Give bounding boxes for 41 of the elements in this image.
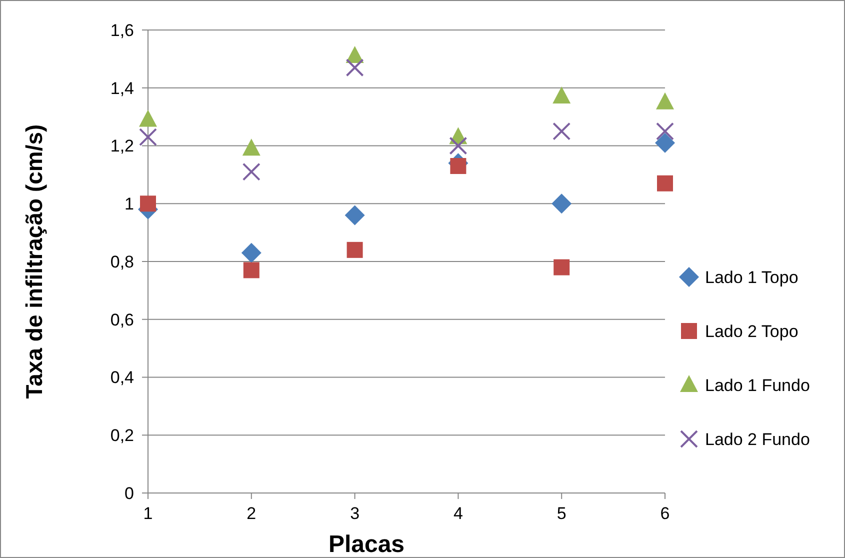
y-axis-title: Taxa de infiltração (cm/s) — [21, 124, 47, 399]
point — [552, 122, 571, 140]
y-tick-label: 1,4 — [110, 78, 134, 98]
x-tick-label: 3 — [350, 504, 360, 523]
point — [346, 242, 363, 258]
point — [242, 162, 260, 181]
x-tick-label: 5 — [556, 504, 566, 523]
point — [656, 122, 674, 140]
point — [139, 128, 157, 146]
point — [344, 205, 365, 226]
x-tick-label: 2 — [246, 504, 256, 523]
x-tick-label: 1 — [143, 504, 153, 523]
y-tick-label: 0,6 — [110, 310, 134, 330]
y-tick-label: 0,8 — [110, 252, 134, 272]
point — [449, 136, 468, 155]
point — [243, 262, 260, 278]
y-tick-label: 0,2 — [110, 426, 134, 446]
y-tick-label: 1,6 — [110, 20, 134, 40]
point — [140, 196, 156, 212]
point — [655, 132, 675, 153]
point — [657, 175, 673, 192]
x-axis-title: Placas — [328, 531, 405, 558]
x-tick-label: 6 — [660, 504, 670, 523]
y-tick-label: 0,4 — [110, 368, 134, 388]
point — [552, 86, 571, 104]
point — [656, 92, 674, 110]
legend-label: Lado 1 Topo — [705, 268, 798, 287]
point — [241, 242, 262, 263]
legend-label: Lado 1 Fundo — [705, 376, 810, 395]
point — [554, 259, 570, 276]
point — [552, 194, 572, 214]
y-tick-label: 0 — [124, 484, 134, 503]
y-tick-label: 1 — [124, 194, 134, 214]
x-tick-label: 4 — [453, 504, 463, 523]
legend-label: Lado 2 Fundo — [705, 430, 810, 449]
y-tick-label: 1,2 — [110, 136, 134, 156]
legend-label: Lado 2 Topo — [705, 322, 798, 341]
point — [450, 158, 466, 174]
point — [139, 110, 157, 127]
point — [346, 58, 364, 77]
point — [242, 138, 260, 156]
